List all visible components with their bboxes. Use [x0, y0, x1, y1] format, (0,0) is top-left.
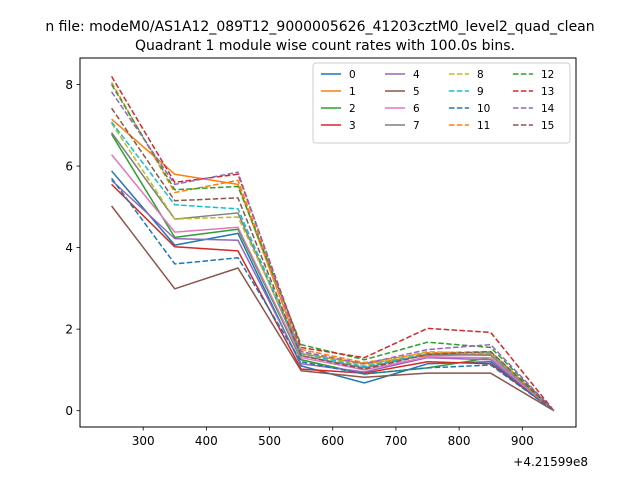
series-line-15: [110, 107, 555, 412]
y-tick-label: 8: [65, 78, 73, 92]
y-tick-label: 2: [65, 323, 73, 337]
series-line-7: [110, 132, 555, 412]
legend-label-4: 4: [413, 69, 420, 81]
legend-label-1: 1: [349, 86, 356, 98]
x-tick-label: 900: [511, 434, 534, 448]
x-axis-ticks: 300 400 500 600 700 800 900: [132, 427, 534, 448]
y-tick-label: 6: [65, 160, 73, 174]
figure-suptitle: n file: modeM0/AS1A12_089T12_9000005626_…: [45, 19, 594, 35]
legend-box: [312, 62, 571, 144]
series-line-4: [111, 179, 555, 412]
series-line-6: [111, 154, 555, 412]
legend-label-10: 10: [477, 103, 490, 115]
series-line-5: [110, 205, 555, 412]
plot-lines: [110, 75, 555, 412]
legend-label-6: 6: [413, 103, 420, 115]
chart-title: Quadrant 1 module wise count rates with …: [135, 38, 515, 54]
legend-label-15: 15: [541, 120, 554, 132]
y-axis-ticks: 0 2 4 6 8: [65, 78, 80, 418]
y-tick-label: 4: [65, 241, 73, 255]
legend-label-12: 12: [541, 69, 554, 81]
x-tick-label: 800: [448, 434, 471, 448]
x-tick-label: 500: [258, 434, 281, 448]
y-tick-label: 0: [65, 404, 73, 418]
legend-label-5: 5: [413, 86, 420, 98]
legend-label-13: 13: [541, 86, 554, 98]
x-tick-label: 400: [195, 434, 218, 448]
x-tick-label: 600: [321, 434, 344, 448]
series-line-14: [110, 91, 555, 412]
series-line-9: [110, 121, 555, 412]
x-axis-offset-label: +4.21599e8: [513, 455, 588, 469]
legend-label-11: 11: [477, 120, 490, 132]
legend-label-0: 0: [349, 69, 356, 81]
legend-label-2: 2: [349, 103, 356, 115]
legend-label-7: 7: [413, 120, 420, 132]
plot-frame: [79, 57, 577, 428]
legend-label-9: 9: [477, 86, 484, 98]
legend-label-14: 14: [541, 103, 555, 115]
legend-label-3: 3: [349, 120, 356, 132]
series-line-3: [111, 183, 555, 412]
x-tick-label: 300: [132, 434, 155, 448]
x-tick-label: 700: [384, 434, 407, 448]
series-line-11: [110, 82, 555, 412]
legend-label-8: 8: [477, 69, 484, 81]
series-line-13: [110, 75, 555, 412]
